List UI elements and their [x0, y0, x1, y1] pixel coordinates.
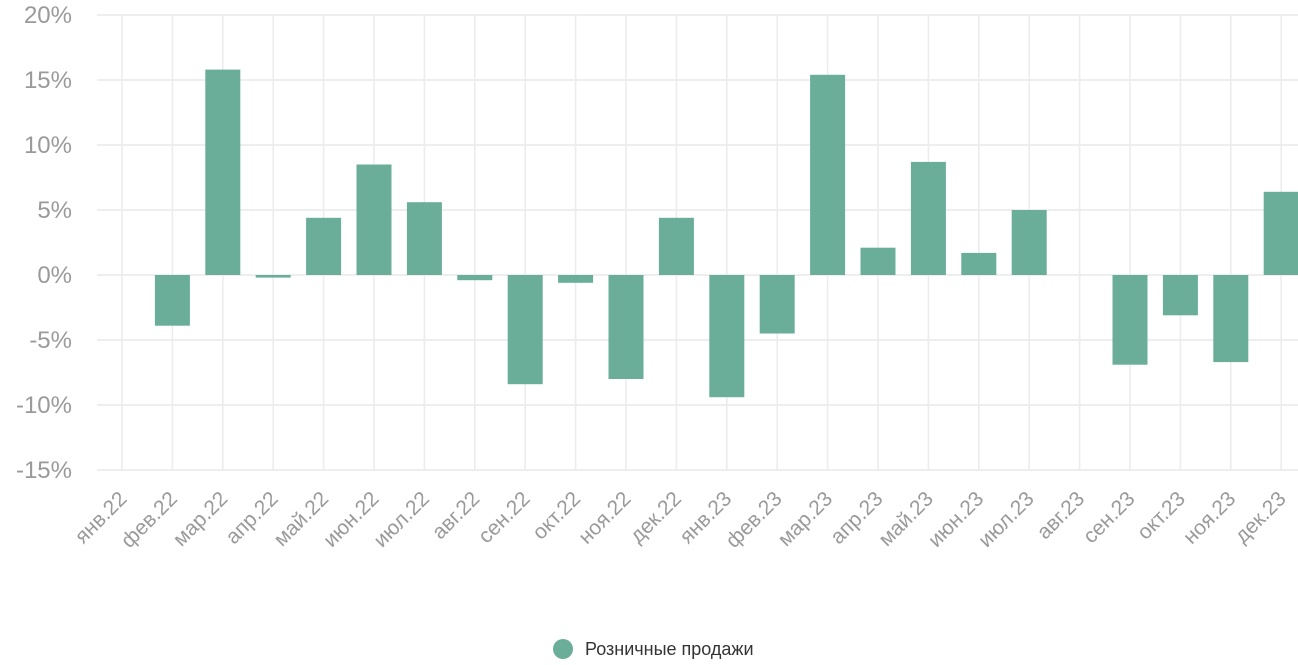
y-tick-label: -10% — [16, 392, 72, 419]
bar — [255, 275, 291, 278]
x-tick-label: ноя.23 — [1179, 487, 1240, 548]
bar — [507, 275, 543, 385]
x-tick-label: ноя.22 — [574, 487, 635, 548]
bar — [1011, 210, 1047, 275]
x-tick-label: июн.23 — [924, 487, 989, 552]
bar — [1263, 191, 1298, 275]
bar — [154, 275, 190, 326]
bar — [457, 275, 493, 281]
y-tick-label: 15% — [24, 67, 72, 94]
legend-swatch — [553, 639, 573, 659]
x-tick-label: июн.22 — [319, 487, 384, 552]
x-axis: янв.22фев.22мар.22апр.22май.22июн.22июл.… — [70, 487, 1290, 552]
bar — [1162, 275, 1198, 316]
y-tick-label: 10% — [24, 132, 72, 159]
bar — [608, 275, 644, 379]
y-tick-label: -15% — [16, 457, 72, 484]
y-axis: 20% 15% 10% 5% 0% -5% -10% -15% — [16, 2, 72, 484]
bar — [406, 202, 442, 275]
x-tick-label: сен.23 — [1079, 487, 1140, 548]
legend-label: Розничные продажи — [585, 638, 754, 659]
y-tick-label: 20% — [24, 2, 72, 29]
bar — [1213, 275, 1249, 363]
bar — [961, 252, 997, 275]
legend[interactable]: Розничные продажи — [553, 637, 754, 661]
y-tick-label: 5% — [37, 197, 72, 224]
x-tick-label: авг.22 — [428, 487, 485, 544]
x-tick-label: мар.22 — [169, 487, 233, 551]
bar — [860, 247, 896, 275]
bar-series — [154, 69, 1298, 398]
bar — [356, 164, 392, 275]
bar — [810, 74, 846, 275]
bar — [759, 275, 795, 334]
x-tick-label: мар.23 — [773, 487, 837, 551]
x-tick-label: фев.23 — [721, 487, 786, 552]
x-tick-label: авг.23 — [1032, 487, 1089, 544]
bar — [658, 217, 694, 275]
bar — [205, 69, 241, 275]
bar — [910, 161, 946, 275]
y-tick-label: -5% — [29, 327, 72, 354]
x-tick-label: дек.23 — [1230, 487, 1290, 547]
x-tick-label: сен.22 — [474, 487, 535, 548]
x-tick-label: июл.22 — [369, 487, 434, 552]
bar — [306, 217, 342, 275]
x-tick-label: дек.22 — [626, 487, 686, 547]
bar — [1112, 275, 1148, 365]
x-tick-label: фев.22 — [117, 487, 182, 552]
bar — [558, 275, 594, 283]
x-tick-label: июл.23 — [974, 487, 1039, 552]
y-tick-label: 0% — [37, 262, 72, 289]
grid-lines — [97, 14, 1298, 471]
bar — [709, 275, 745, 398]
